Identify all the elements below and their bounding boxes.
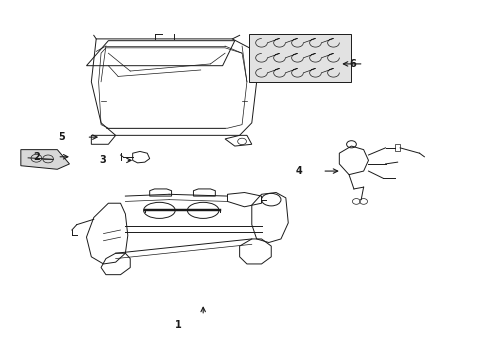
Polygon shape: [21, 150, 69, 169]
Polygon shape: [249, 33, 351, 82]
Text: 1: 1: [174, 320, 181, 330]
Text: 4: 4: [296, 166, 302, 176]
Text: 3: 3: [99, 156, 106, 165]
Text: 5: 5: [58, 132, 64, 142]
Text: 6: 6: [349, 59, 356, 69]
Text: 2: 2: [34, 152, 40, 162]
